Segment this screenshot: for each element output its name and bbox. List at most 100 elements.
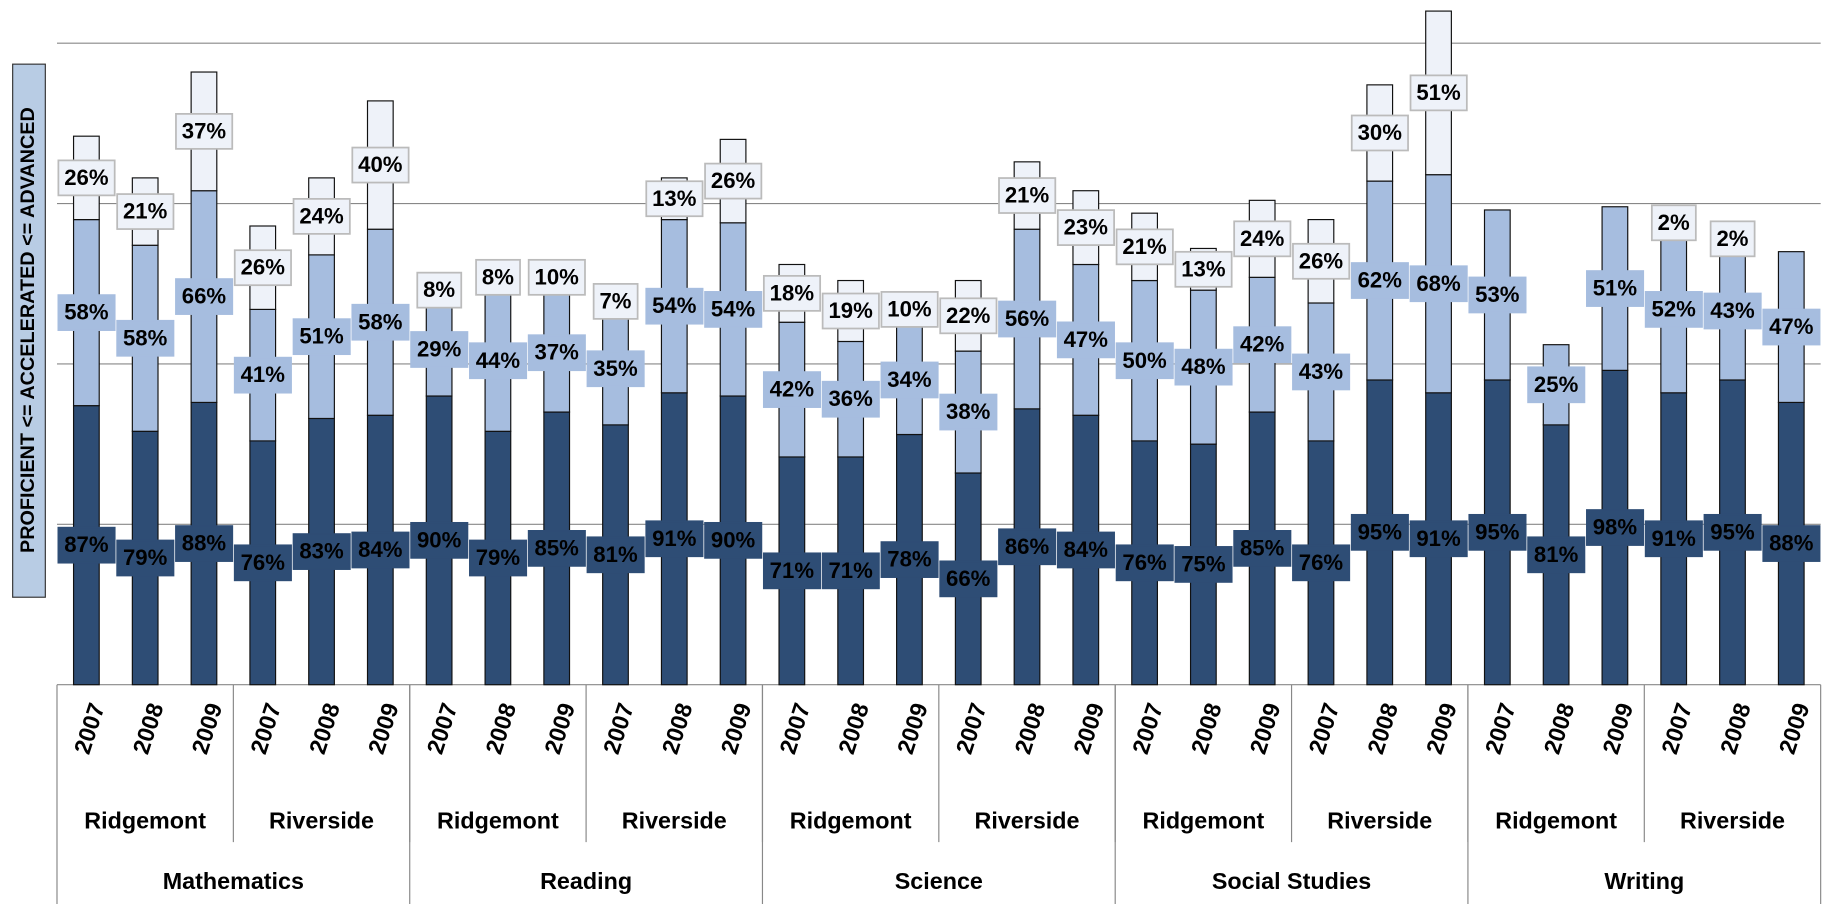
value-label-box	[1292, 242, 1351, 280]
value-label-box	[1174, 250, 1233, 288]
value-label-box	[880, 361, 939, 399]
value-label-box	[233, 356, 292, 394]
value-label-box	[645, 180, 704, 218]
y-axis-label: PROFICIENT <= ACCELERATED <= ADVANCED	[17, 107, 39, 553]
y-label-box	[12, 63, 46, 598]
value-label: 81%	[1534, 542, 1579, 567]
value-label: 50%	[1122, 348, 1167, 373]
value-label-box	[527, 334, 586, 372]
value-label-box	[939, 393, 998, 431]
value-label: 40%	[358, 152, 403, 177]
x-tick-label: 2007	[1480, 700, 1521, 757]
x-tick-label: 2008	[1362, 700, 1403, 757]
value-label: 7%	[599, 288, 631, 313]
value-label: 98%	[1593, 515, 1638, 540]
value-label-box	[1703, 292, 1762, 330]
x-tick-label: 2007	[951, 700, 992, 757]
value-label: 79%	[476, 545, 521, 570]
value-label-box	[1292, 544, 1351, 582]
value-label-box	[704, 521, 763, 559]
x-tick-label: 2009	[186, 700, 227, 757]
value-label-box	[939, 560, 998, 598]
value-label: 34%	[887, 367, 932, 392]
value-label-box	[1350, 262, 1409, 299]
value-label-box	[469, 539, 528, 577]
value-label-box	[1468, 513, 1527, 551]
subject-label: Mathematics	[163, 868, 304, 894]
value-label: 8%	[482, 264, 514, 289]
value-label: 81%	[593, 542, 638, 567]
value-label: 91%	[652, 526, 697, 551]
value-label-box	[762, 371, 822, 408]
value-label: 91%	[1416, 526, 1461, 551]
value-label: 88%	[182, 531, 227, 556]
value-label: 66%	[182, 284, 227, 309]
x-tick-label: 2009	[363, 700, 404, 757]
value-label: 42%	[1240, 332, 1285, 357]
value-label: 37%	[182, 118, 227, 143]
value-label-box	[292, 318, 351, 356]
x-tick-label: 2007	[422, 700, 463, 757]
value-label: 85%	[535, 535, 580, 560]
school-label: Ridgemont	[437, 808, 559, 834]
value-label-box	[233, 544, 292, 582]
value-label-box	[1350, 114, 1409, 152]
school-label: Riverside	[1327, 808, 1432, 834]
value-label: 43%	[1710, 298, 1755, 323]
value-label-box	[410, 331, 469, 368]
value-label-box	[116, 319, 175, 357]
value-label: 51%	[299, 324, 344, 349]
value-label: 79%	[123, 545, 168, 570]
value-label: 58%	[64, 300, 109, 325]
subject-label: Science	[895, 868, 983, 894]
value-label: 90%	[417, 527, 462, 552]
value-label: 22%	[946, 303, 991, 328]
value-label: 53%	[1475, 282, 1520, 307]
value-label: 58%	[358, 309, 403, 334]
value-label-box	[175, 113, 234, 150]
value-label-box	[1115, 544, 1174, 582]
value-label-box	[57, 294, 116, 331]
x-tick-label: 2009	[1068, 700, 1109, 757]
value-label-box	[175, 525, 234, 562]
value-label-box	[998, 177, 1057, 214]
value-label: 66%	[946, 566, 991, 591]
value-label-box	[57, 159, 116, 197]
value-label: 84%	[1064, 537, 1109, 562]
value-label: 90%	[711, 527, 756, 552]
value-label: 95%	[1710, 519, 1755, 544]
value-label-box	[57, 526, 116, 564]
value-label-box	[1233, 326, 1292, 364]
school-label: Ridgemont	[790, 808, 912, 834]
value-label: 21%	[123, 199, 168, 224]
value-label: 51%	[1593, 276, 1638, 301]
value-label: 23%	[1064, 215, 1109, 240]
school-label: Ridgemont	[1495, 808, 1617, 834]
x-tick-label: 2008	[657, 700, 698, 757]
value-label-box	[1056, 531, 1115, 569]
value-label: 85%	[1240, 535, 1285, 560]
value-label-box	[475, 258, 521, 296]
value-label-box	[821, 380, 880, 418]
value-label: 18%	[770, 280, 815, 305]
x-tick-label: 2007	[1127, 700, 1168, 757]
value-label: 26%	[241, 255, 286, 280]
subject-label: Reading	[540, 868, 632, 894]
value-label-box	[1056, 321, 1115, 359]
x-tick-label: 2008	[304, 700, 345, 757]
value-label-box	[1644, 520, 1703, 558]
value-label-box	[586, 350, 645, 388]
school-label: Riverside	[1680, 808, 1785, 834]
value-label: 2%	[1716, 226, 1748, 251]
x-tick-label: 2009	[539, 700, 580, 757]
value-label: 26%	[711, 168, 756, 193]
value-label-box	[1174, 546, 1233, 583]
value-label: 62%	[1358, 268, 1403, 293]
value-label: 76%	[1122, 550, 1167, 575]
value-label-box	[116, 539, 175, 577]
value-label: 24%	[1240, 226, 1285, 251]
value-label-box	[1115, 228, 1174, 266]
value-label: 41%	[241, 362, 286, 387]
value-label-box	[116, 193, 175, 230]
value-label-box	[998, 528, 1057, 566]
